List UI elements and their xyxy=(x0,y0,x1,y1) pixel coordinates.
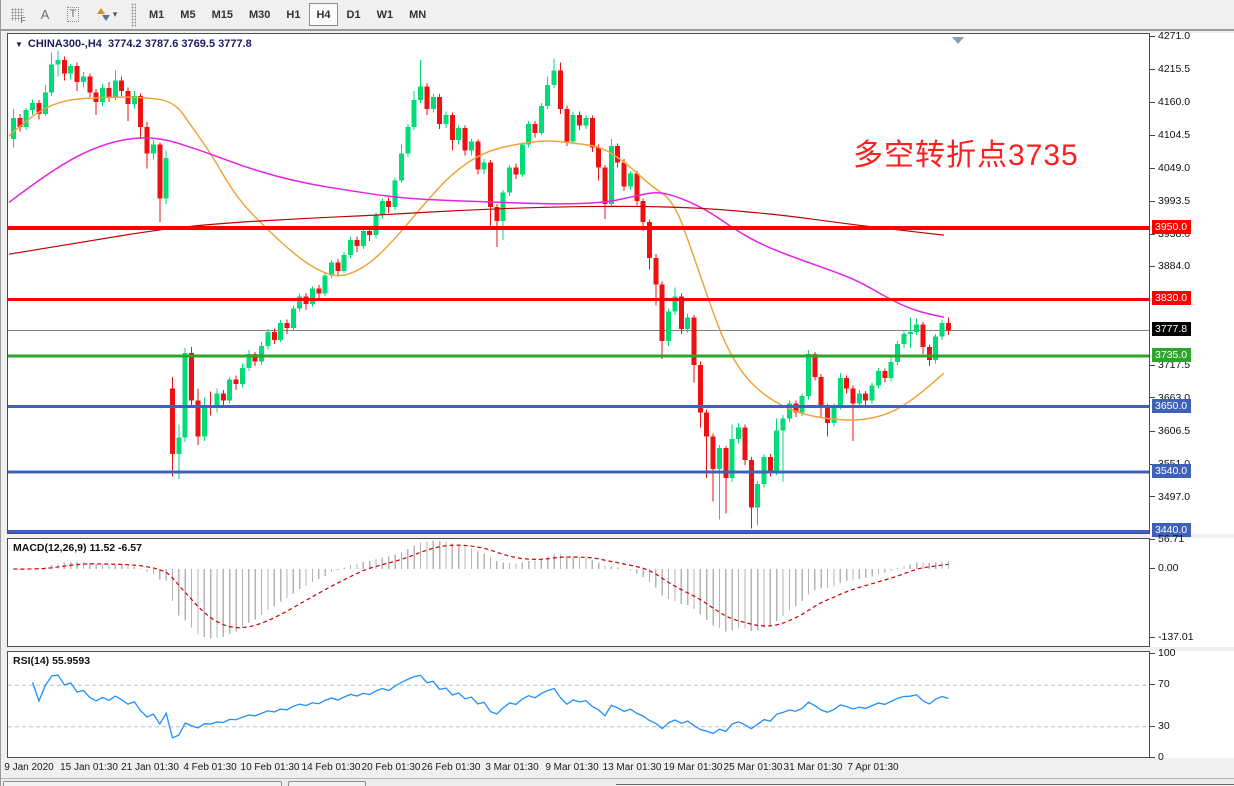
time-axis-label: 10 Feb 01:30 xyxy=(240,762,300,773)
time-axis-label: 25 Mar 01:30 xyxy=(723,762,783,773)
rsi-label: RSI(14) 55.9593 xyxy=(13,655,91,667)
rsi-axis-tick: 100 xyxy=(1150,647,1176,659)
rsi-chart[interactable] xyxy=(8,652,1149,757)
collapse-arrow-icon[interactable]: ▼ xyxy=(15,40,23,49)
time-axis-label: 9 Mar 01:30 xyxy=(545,762,599,773)
timeframe-button-mn[interactable]: MN xyxy=(402,3,433,26)
grid-dots-glyph: F xyxy=(10,8,26,25)
price-level-badge: 3650.0 xyxy=(1152,398,1192,413)
price-axis: 4271.0 4215.5 4160.0 4104.5 4049.0 3993.5 3938… xyxy=(1150,30,1234,538)
price-chart-panel[interactable]: ▼ CHINA300-,H4 3774.2 3787.6 3769.5 3777.… xyxy=(7,33,1150,534)
timeframe-button-m30[interactable]: M30 xyxy=(242,3,277,26)
dock-divider xyxy=(616,784,1234,785)
price-axis-tick: 3717.5 xyxy=(1150,359,1190,371)
timeframe-button-m1[interactable]: M1 xyxy=(142,3,171,26)
toolbar-separator xyxy=(131,2,136,27)
time-axis-label: 20 Feb 01:30 xyxy=(361,762,421,773)
time-axis-label: 31 Mar 01:30 xyxy=(783,762,843,773)
time-axis-label: 19 Mar 01:30 xyxy=(663,762,723,773)
macd-axis-tick: -137.01 xyxy=(1150,631,1194,643)
price-axis-tick: 4271.0 xyxy=(1150,30,1190,42)
rsi-indicator-panel[interactable]: RSI(14) 55.9593 xyxy=(7,651,1150,758)
toolbar: F A T ▾ M1 M5 M15 M30 H1 H4 D1 W1 MN xyxy=(1,0,1234,31)
time-axis-label: 9 Jan 2020 xyxy=(4,762,54,773)
price-axis-tick: 3606.5 xyxy=(1150,425,1190,437)
macd-axis-tick: 56.71 xyxy=(1150,533,1184,545)
price-axis-tick: 4104.5 xyxy=(1150,129,1190,141)
price-level-badge: 3950.0 xyxy=(1152,220,1192,234)
price-level-badge: 3540.0 xyxy=(1152,463,1192,478)
time-axis-label: 14 Feb 01:30 xyxy=(301,762,361,773)
cycle-arrows-icon[interactable]: ▾ xyxy=(89,4,123,26)
dock-segment[interactable] xyxy=(3,781,282,786)
macd-indicator-panel[interactable]: MACD(12,26,9) 11.52 -6.57 xyxy=(7,538,1150,647)
price-level-badge: 3735.0 xyxy=(1152,347,1192,362)
timeframe-button-d1[interactable]: D1 xyxy=(340,3,368,26)
time-axis-label: 13 Mar 01:30 xyxy=(602,762,662,773)
font-tool-icon[interactable]: A xyxy=(40,7,50,22)
time-axis-label: 21 Jan 01:30 xyxy=(121,762,179,773)
macd-axis-tick: 0.00 xyxy=(1150,562,1178,574)
symbol-period-label: CHINA300-,H4 xyxy=(27,38,102,50)
price-axis-tick: 3497.0 xyxy=(1150,491,1190,503)
price-axis-tick: 4215.5 xyxy=(1150,63,1190,75)
time-axis: 9 Jan 2020 15 Jan 01:30 21 Jan 01:30 4 Feb … xyxy=(4,759,1150,778)
price-axis-tick: 4049.0 xyxy=(1150,162,1190,174)
timeframe-button-group: M1 M5 M15 M30 H1 H4 D1 W1 MN xyxy=(142,3,435,26)
price-axis-tick: 3993.5 xyxy=(1150,195,1190,207)
arrows-glyph xyxy=(95,7,111,22)
timeframe-button-m5[interactable]: M5 xyxy=(173,3,202,26)
price-level-badge: 3440.0 xyxy=(1152,523,1192,538)
indicator-grid-icon[interactable]: F xyxy=(5,4,29,26)
macd-chart[interactable] xyxy=(8,539,1149,646)
rsi-axis-tick: 70 xyxy=(1150,678,1170,690)
price-level-badge: 3777.8 xyxy=(1152,322,1192,337)
rsi-axis: 100 70 30 0 xyxy=(1150,647,1234,763)
macd-label: MACD(12,26,9) 11.52 -6.57 xyxy=(13,542,142,554)
time-axis-label: 26 Feb 01:30 xyxy=(421,762,481,773)
price-level-badge: 3830.0 xyxy=(1152,291,1192,306)
timeframe-button-h1[interactable]: H1 xyxy=(279,3,307,26)
candlestick-chart[interactable] xyxy=(8,34,1149,533)
text-label-tool-icon[interactable]: T xyxy=(61,4,85,26)
dock-segment[interactable] xyxy=(288,781,366,786)
bottom-dock-bar xyxy=(1,778,1234,786)
time-axis-label: 7 Apr 01:30 xyxy=(847,762,899,773)
price-axis-tick: 3884.0 xyxy=(1150,260,1190,272)
timeframe-button-h4[interactable]: H4 xyxy=(309,3,338,26)
timeframe-button-w1[interactable]: W1 xyxy=(370,3,401,26)
price-axis-tick: 4160.0 xyxy=(1150,96,1190,108)
time-axis-label: 4 Feb 01:30 xyxy=(183,762,237,773)
chart-annotation-text: 多空转折点3735 xyxy=(853,139,1079,172)
chart-title: ▼ CHINA300-,H4 3774.2 3787.6 3769.5 3777.… xyxy=(15,38,252,50)
macd-axis: 56.71 0.00 -137.01 xyxy=(1150,533,1234,647)
rsi-axis-tick: 0 xyxy=(1150,751,1164,763)
rsi-axis-tick: 30 xyxy=(1150,720,1170,732)
timeframe-button-m15[interactable]: M15 xyxy=(205,3,240,26)
time-axis-label: 15 Jan 01:30 xyxy=(60,762,118,773)
dropdown-caret-icon: ▾ xyxy=(112,9,118,19)
ohlc-values: 3774.2 3787.6 3769.5 3777.8 xyxy=(108,38,252,50)
time-axis-label: 3 Mar 01:30 xyxy=(485,762,539,773)
